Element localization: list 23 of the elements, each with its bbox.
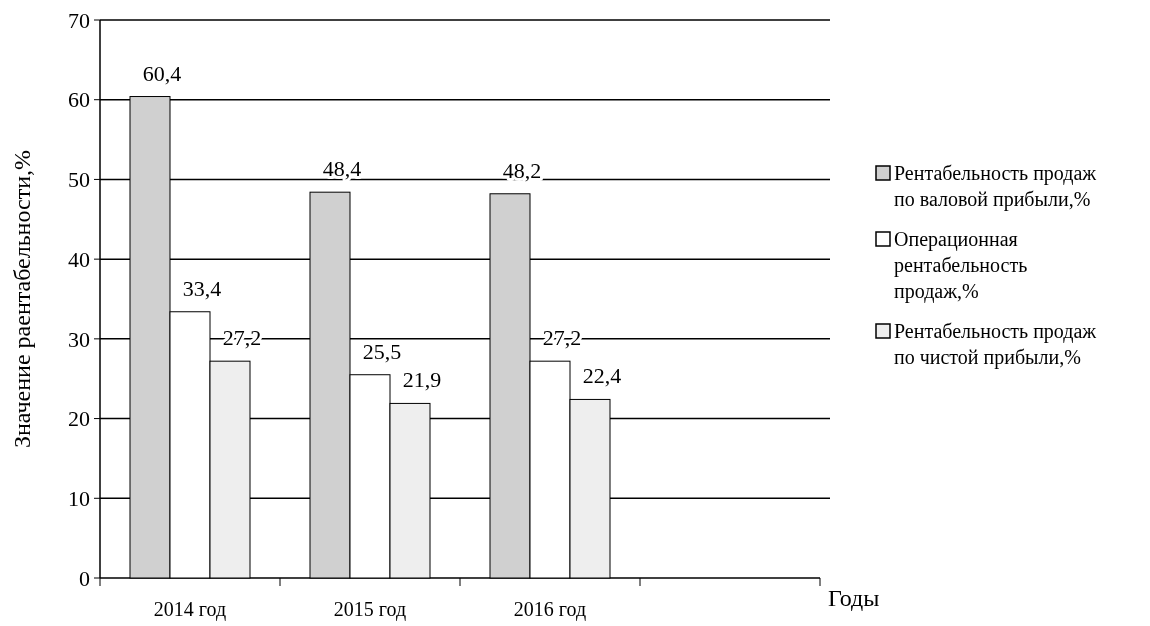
- y-tick-label: 50: [68, 167, 90, 193]
- y-tick-label: 10: [68, 485, 90, 511]
- y-tick-label: 70: [68, 7, 90, 33]
- y-tick-label: 30: [68, 326, 90, 352]
- x-tick-label: 2015 год: [333, 598, 407, 621]
- x-tick-label: 2014 год: [153, 598, 227, 621]
- data-label: 33,4: [182, 275, 222, 301]
- data-label: 21,9: [402, 367, 442, 393]
- x-axis-title: Годы: [828, 585, 880, 611]
- legend-label: Рентабельность продаж по чистой прибыли,%: [894, 320, 1097, 369]
- y-tick-label: 60: [68, 87, 90, 113]
- data-label: 25,5: [362, 338, 402, 364]
- y-tick-label: 0: [79, 565, 90, 591]
- legend-label: Операционная рентабельность продаж,%: [894, 228, 1028, 303]
- y-axis-title: Значение раентабельности,%: [9, 149, 35, 449]
- data-label: 60,4: [142, 60, 182, 86]
- data-label: 48,2: [502, 157, 542, 183]
- data-label: 22,4: [582, 363, 622, 389]
- y-tick-label: 20: [68, 406, 90, 432]
- x-tick-label: 2016 год: [513, 598, 587, 621]
- legend-label: Рентабельность продаж по валовой прибыли,%: [894, 162, 1097, 211]
- data-label: 48,4: [322, 156, 362, 182]
- y-tick-label: 40: [68, 246, 90, 272]
